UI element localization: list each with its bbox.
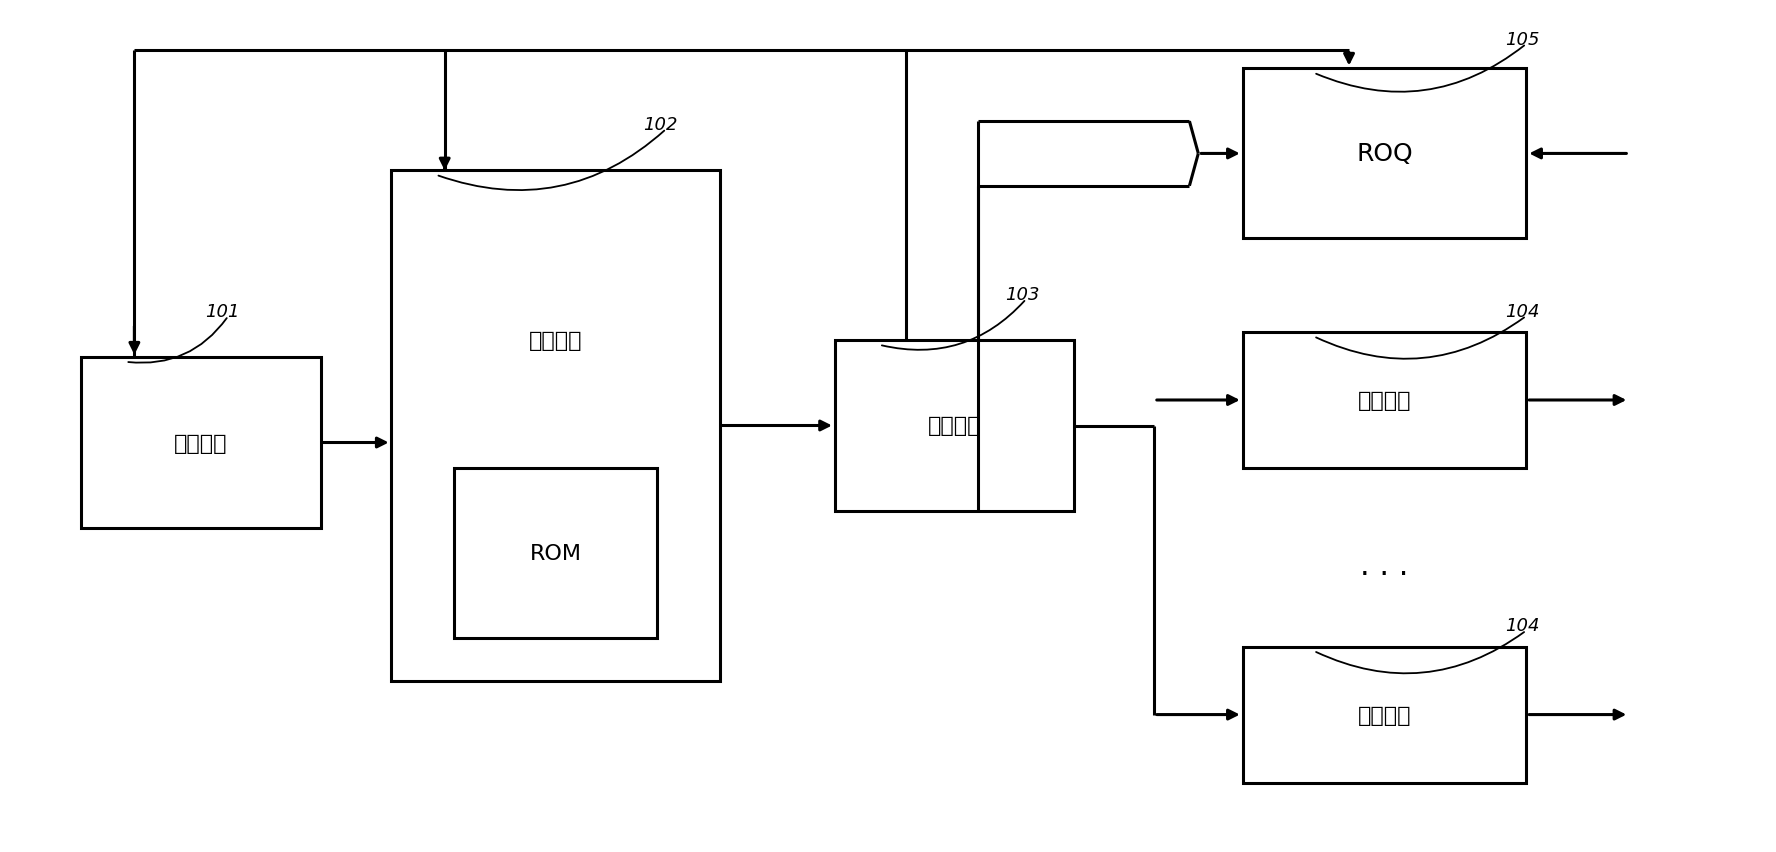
Bar (1243, 332, 1526, 469)
Bar (1243, 69, 1526, 239)
Text: 104: 104 (1504, 302, 1540, 320)
Bar (1243, 647, 1526, 783)
Text: 102: 102 (643, 116, 678, 134)
Text: 104: 104 (1504, 617, 1540, 635)
Text: · · ·: · · · (1360, 560, 1408, 589)
Text: ROQ: ROQ (1357, 142, 1414, 166)
Bar (391, 171, 719, 681)
Text: 105: 105 (1504, 31, 1540, 49)
Text: 执行部件: 执行部件 (1359, 390, 1412, 411)
Bar (82, 358, 321, 528)
Bar (835, 341, 1074, 511)
Text: 发射部件: 发射部件 (927, 416, 982, 436)
Text: 译码部件: 译码部件 (529, 331, 583, 351)
Text: ROM: ROM (529, 544, 581, 563)
Text: 取指部件: 取指部件 (174, 433, 227, 453)
Bar (453, 469, 657, 638)
Text: 执行部件: 执行部件 (1359, 705, 1412, 725)
Text: 103: 103 (1005, 285, 1039, 303)
Text: 101: 101 (206, 302, 240, 320)
